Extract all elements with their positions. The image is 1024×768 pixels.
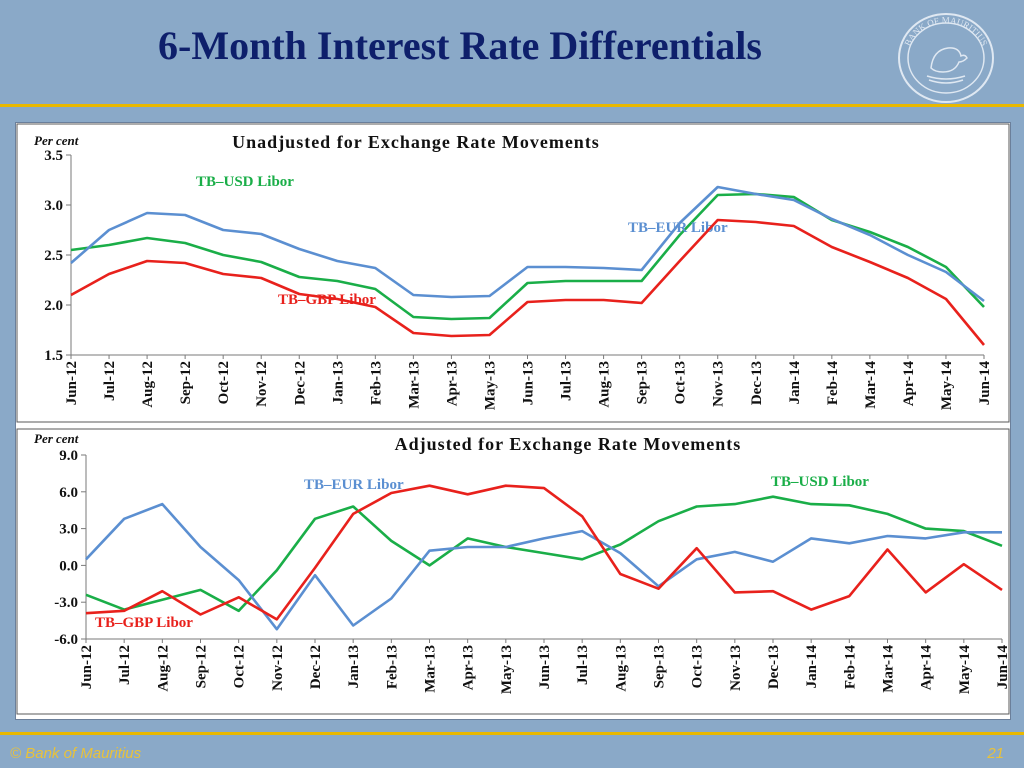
x-tick-label: Apr-13 — [444, 361, 460, 406]
x-tick-label: May-13 — [499, 645, 515, 694]
series-line-TB–EUR Libor — [70, 185, 985, 303]
y-tick-label: 0.0 — [59, 558, 78, 574]
series-label: TB–USD Libor — [771, 474, 869, 490]
y-tick-label: 6.0 — [59, 485, 78, 501]
y-tick-label: 2.5 — [44, 248, 63, 264]
chart-frame — [16, 123, 1010, 423]
series-line-TB–USD Libor — [85, 495, 1003, 613]
x-tick-label: Jan-13 — [330, 361, 346, 404]
x-tick-label: Jul-13 — [559, 361, 575, 401]
x-tick-label: May-14 — [939, 361, 955, 411]
x-tick-label: Jan-14 — [787, 361, 803, 405]
x-tick-label: Feb-13 — [368, 361, 384, 405]
slide-title: 6-Month Interest Rate Differentials — [158, 23, 762, 68]
footer-rule — [0, 732, 1024, 735]
x-tick-label: Apr-14 — [919, 645, 935, 691]
x-tick-label: Nov-13 — [711, 361, 727, 407]
x-tick-label: Feb-14 — [842, 645, 858, 690]
x-tick-label: Feb-13 — [384, 645, 400, 689]
x-tick-label: Aug-13 — [613, 645, 629, 692]
x-tick-label: Mar-14 — [881, 645, 897, 693]
x-tick-label: Oct-12 — [216, 361, 232, 404]
x-tick-label: Oct-13 — [673, 361, 689, 404]
x-tick-label: Jul-12 — [102, 361, 118, 401]
x-tick-label: May-14 — [957, 645, 973, 695]
x-tick-label: Dec-13 — [766, 645, 782, 689]
x-tick-label: Jan-14 — [804, 645, 820, 689]
series-line-TB–GBP Libor — [85, 484, 1003, 621]
x-tick-label: Jun-12 — [64, 361, 80, 405]
y-axis-label: Per cent — [34, 431, 79, 446]
x-tick-label: Jun-12 — [79, 645, 95, 689]
footer-copyright: © Bank of Mauritius — [10, 745, 142, 762]
x-tick-label: Jan-13 — [346, 645, 362, 688]
x-tick-label: Nov-13 — [728, 645, 744, 691]
y-tick-label: 9.0 — [59, 448, 78, 464]
chart-title: Unadjusted for Exchange Rate Movements — [232, 132, 600, 152]
x-tick-label: Sep-12 — [194, 645, 210, 688]
charts-svg: Unadjusted for Exchange Rate Movements Pe… — [16, 123, 1010, 715]
y-tick-label: -6.0 — [54, 632, 78, 648]
x-tick-label: Mar-14 — [863, 361, 879, 409]
series-label: TB–GBP Libor — [278, 292, 376, 308]
y-tick-label: 3.5 — [44, 148, 63, 164]
y-tick-label: 3.0 — [59, 522, 78, 538]
x-tick-label: Mar-13 — [423, 645, 439, 693]
x-tick-label: Dec-13 — [749, 361, 765, 405]
series-line-TB–GBP Libor — [70, 218, 986, 346]
x-tick-label: Oct-12 — [232, 645, 248, 688]
x-tick-label: Jun-14 — [977, 361, 993, 406]
x-tick-label: Jun-13 — [521, 361, 537, 405]
series-label: TB–GBP Libor — [95, 615, 193, 631]
charts-panel: Unadjusted for Exchange Rate Movements Pe… — [15, 122, 1011, 720]
x-tick-label: May-13 — [482, 361, 498, 410]
x-tick-label: Nov-12 — [254, 361, 270, 407]
y-tick-label: -3.0 — [54, 595, 78, 611]
chart-frame — [16, 428, 1010, 715]
x-tick-label: Sep-13 — [652, 645, 668, 688]
x-tick-label: Jul-13 — [575, 645, 591, 685]
x-tick-label: Jul-12 — [117, 645, 133, 685]
y-tick-label: 2.0 — [44, 298, 63, 314]
series-label: TB–USD Libor — [196, 174, 294, 190]
x-tick-label: Jun-14 — [995, 645, 1010, 690]
bank-logo-seal-icon: BANK OF MAURITIUS — [898, 13, 994, 103]
x-tick-label: Aug-12 — [155, 645, 171, 692]
title-underline — [0, 104, 1024, 107]
x-tick-label: Aug-13 — [597, 361, 613, 408]
x-tick-label: Apr-13 — [461, 645, 477, 690]
chart-title: Adjusted for Exchange Rate Movements — [395, 434, 742, 454]
y-axis-label: Per cent — [34, 133, 79, 148]
x-tick-label: Aug-12 — [140, 361, 156, 408]
x-tick-label: Nov-12 — [270, 645, 286, 691]
x-tick-label: Apr-14 — [901, 361, 917, 407]
x-tick-label: Feb-14 — [825, 361, 841, 406]
x-tick-label: Dec-12 — [308, 645, 324, 689]
series-label: TB–EUR Libor — [628, 220, 728, 236]
x-tick-label: Sep-13 — [635, 361, 651, 404]
x-tick-label: Mar-13 — [406, 361, 422, 409]
chart-2: Adjusted for Exchange Rate Movements Per … — [16, 428, 1010, 715]
series-label: TB–EUR Libor — [304, 477, 404, 493]
x-tick-label: Jun-13 — [537, 645, 553, 689]
y-tick-label: 3.0 — [44, 198, 63, 214]
y-tick-label: 1.5 — [44, 348, 63, 364]
chart-1: Unadjusted for Exchange Rate Movements Pe… — [16, 123, 1010, 423]
x-tick-label: Sep-12 — [178, 361, 194, 404]
x-tick-label: Dec-12 — [292, 361, 308, 405]
x-tick-label: Oct-13 — [690, 645, 706, 688]
series-line-TB–EUR Libor — [85, 502, 1002, 631]
page-number: 21 — [987, 745, 1004, 762]
